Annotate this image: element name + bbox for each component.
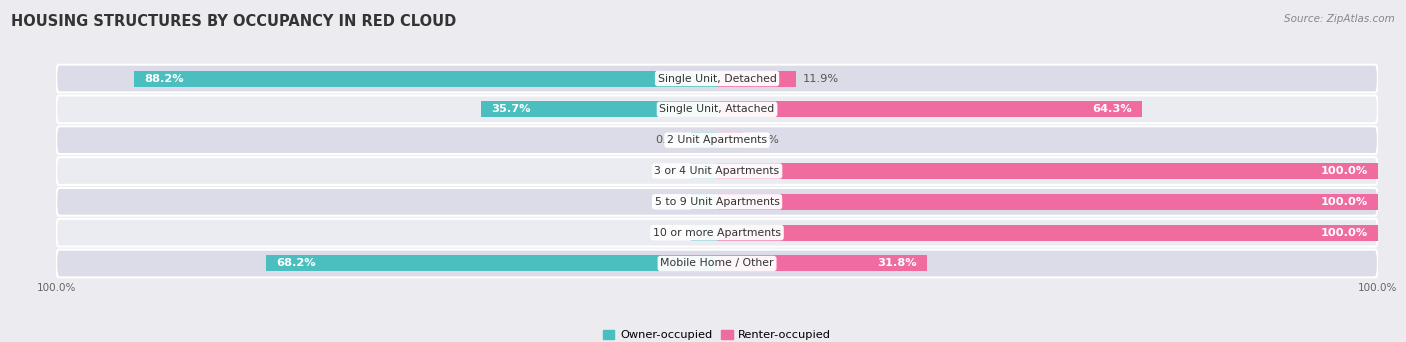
Text: 10 or more Apartments: 10 or more Apartments [652,228,782,238]
Bar [481,101,717,117]
Text: Source: ZipAtlas.com: Source: ZipAtlas.com [1284,14,1395,24]
Text: 68.2%: 68.2% [277,259,316,268]
Bar [690,225,717,241]
Text: 0.0%: 0.0% [751,135,779,145]
Text: 3 or 4 Unit Apartments: 3 or 4 Unit Apartments [655,166,779,176]
Text: 35.7%: 35.7% [491,104,530,114]
FancyBboxPatch shape [56,95,1378,123]
Text: 100.0%: 100.0% [1320,166,1368,176]
Bar [690,163,717,179]
Bar [717,70,796,87]
Text: 100.0%: 100.0% [1320,228,1368,238]
FancyBboxPatch shape [56,219,1378,247]
FancyBboxPatch shape [56,157,1378,185]
Text: 0.0%: 0.0% [655,197,685,207]
Text: 31.8%: 31.8% [877,259,917,268]
Legend: Owner-occupied, Renter-occupied: Owner-occupied, Renter-occupied [598,325,837,342]
FancyBboxPatch shape [56,188,1378,216]
Text: Single Unit, Detached: Single Unit, Detached [658,74,776,83]
Text: 88.2%: 88.2% [145,74,184,83]
Text: Mobile Home / Other: Mobile Home / Other [661,259,773,268]
Bar [717,255,927,272]
Text: HOUSING STRUCTURES BY OCCUPANCY IN RED CLOUD: HOUSING STRUCTURES BY OCCUPANCY IN RED C… [11,14,457,29]
Text: 0.0%: 0.0% [655,135,685,145]
Bar [690,194,717,210]
Bar [717,225,1378,241]
Bar [717,132,744,148]
FancyBboxPatch shape [56,65,1378,92]
FancyBboxPatch shape [56,126,1378,154]
Bar [717,194,1378,210]
Text: 0.0%: 0.0% [655,228,685,238]
Bar [717,163,1378,179]
Text: 64.3%: 64.3% [1092,104,1132,114]
Text: Single Unit, Attached: Single Unit, Attached [659,104,775,114]
Text: 2 Unit Apartments: 2 Unit Apartments [666,135,768,145]
Bar [134,70,717,87]
Text: 11.9%: 11.9% [803,74,838,83]
Bar [717,101,1142,117]
Bar [266,255,717,272]
Text: 5 to 9 Unit Apartments: 5 to 9 Unit Apartments [655,197,779,207]
Text: 100.0%: 100.0% [1320,197,1368,207]
Bar [690,132,717,148]
FancyBboxPatch shape [56,250,1378,277]
Text: 0.0%: 0.0% [655,166,685,176]
